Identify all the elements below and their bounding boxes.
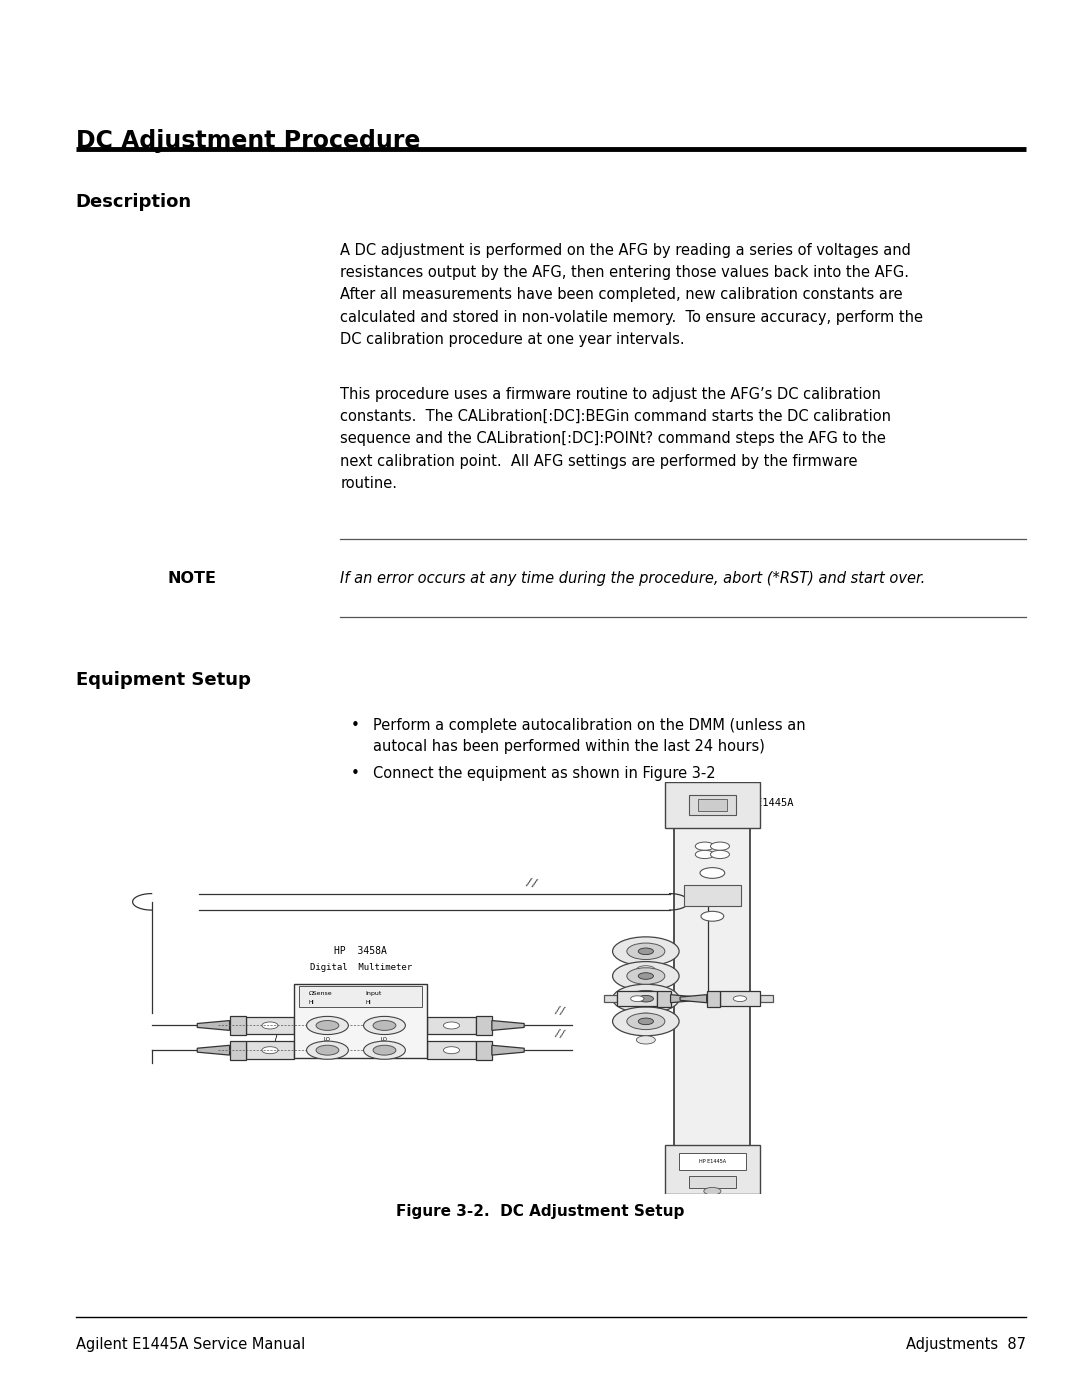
Circle shape [261,1046,278,1053]
Bar [684,886,741,907]
Text: Input: Input [365,992,382,996]
Circle shape [612,961,679,990]
Text: Agilent E1445A Service Manual: Agilent E1445A Service Manual [76,1337,305,1352]
Text: HP  3458A: HP 3458A [335,946,387,957]
Text: LO: LO [324,1037,330,1042]
Text: Adjustments  87: Adjustments 87 [906,1337,1026,1352]
Text: HP E1445A: HP E1445A [699,1160,726,1164]
Bar [604,995,618,1002]
Bar [428,1041,475,1059]
Circle shape [261,1023,278,1030]
Circle shape [612,985,679,1013]
Circle shape [626,990,665,1007]
Circle shape [636,1013,656,1021]
Bar [665,782,760,827]
Circle shape [612,937,679,965]
Circle shape [364,1041,405,1059]
Bar [689,1176,737,1189]
Circle shape [733,996,746,1002]
Text: /: / [273,1035,276,1045]
Bar [230,1016,246,1035]
Circle shape [316,1045,339,1055]
Text: Digital  Multimeter: Digital Multimeter [310,964,411,972]
Circle shape [626,1013,665,1030]
Bar [674,782,751,1194]
Text: //: // [524,877,539,890]
Circle shape [373,1021,396,1031]
Bar [428,1017,475,1034]
Polygon shape [671,995,698,1003]
Bar [246,1017,294,1034]
Text: Perform a complete autocalibration on the DMM (unless an
autocal has been perfor: Perform a complete autocalibration on th… [373,718,806,754]
Text: Equipment Setup: Equipment Setup [76,671,251,689]
Bar [658,990,671,1007]
Polygon shape [491,1045,524,1055]
Circle shape [636,990,656,999]
Circle shape [612,1007,679,1035]
Text: If an error occurs at any time during the procedure, abort (*RST) and start over: If an error occurs at any time during th… [340,571,926,587]
Polygon shape [198,1021,230,1031]
Circle shape [444,1046,460,1053]
Bar [246,1041,294,1059]
Circle shape [711,851,729,859]
Bar [230,1041,246,1060]
Circle shape [638,972,653,979]
Bar [299,986,422,1007]
Text: DC Adjustment Procedure: DC Adjustment Procedure [76,129,420,152]
Bar [706,990,720,1007]
Polygon shape [198,1045,230,1055]
Circle shape [307,1017,349,1035]
Bar [720,992,760,1006]
Bar [698,799,727,812]
Circle shape [638,949,653,954]
Text: This procedure uses a firmware routine to adjust the AFG’s DC calibration
consta: This procedure uses a firmware routine t… [340,387,891,490]
Circle shape [626,943,665,960]
Bar [760,995,773,1002]
Text: ΩSense: ΩSense [309,992,332,996]
Text: HI: HI [365,999,372,1004]
Bar [618,992,658,1006]
Bar [411,1021,428,1030]
Text: HI: HI [309,999,314,1004]
Circle shape [696,842,714,851]
Polygon shape [680,995,706,1003]
Text: LO: LO [381,1037,388,1042]
Bar [679,1154,745,1169]
Circle shape [316,1021,339,1031]
Text: //: // [554,1006,567,1017]
Circle shape [626,968,665,985]
Bar [411,1046,428,1055]
Circle shape [701,911,724,921]
Bar [689,795,737,816]
Circle shape [373,1045,396,1055]
Bar [475,1016,491,1035]
Text: //: // [554,1028,567,1039]
Circle shape [638,996,653,1002]
Circle shape [700,868,725,879]
Circle shape [711,842,729,851]
Text: Description: Description [76,193,192,211]
Circle shape [696,851,714,859]
Circle shape [636,1035,656,1044]
Text: A DC adjustment is performed on the AFG by reading a series of voltages and
resi: A DC adjustment is performed on the AFG … [340,243,923,346]
Text: Connect the equipment as shown in Figure 3-2: Connect the equipment as shown in Figure… [373,766,715,781]
Bar [294,1046,310,1055]
Circle shape [636,965,656,974]
Circle shape [631,996,644,1002]
Text: NOTE: NOTE [167,571,216,587]
Text: HP  E1445A: HP E1445A [731,798,794,807]
Bar [294,985,428,1059]
Bar [665,1146,760,1194]
Text: •: • [351,718,360,733]
Bar [294,1021,310,1030]
Text: •: • [351,766,360,781]
Bar [475,1041,491,1060]
Text: Figure 3-2.  DC Adjustment Setup: Figure 3-2. DC Adjustment Setup [395,1204,685,1220]
Circle shape [307,1041,349,1059]
Circle shape [638,1018,653,1024]
Circle shape [444,1023,460,1030]
Polygon shape [491,1021,524,1031]
Circle shape [704,1187,721,1194]
Circle shape [364,1017,405,1035]
